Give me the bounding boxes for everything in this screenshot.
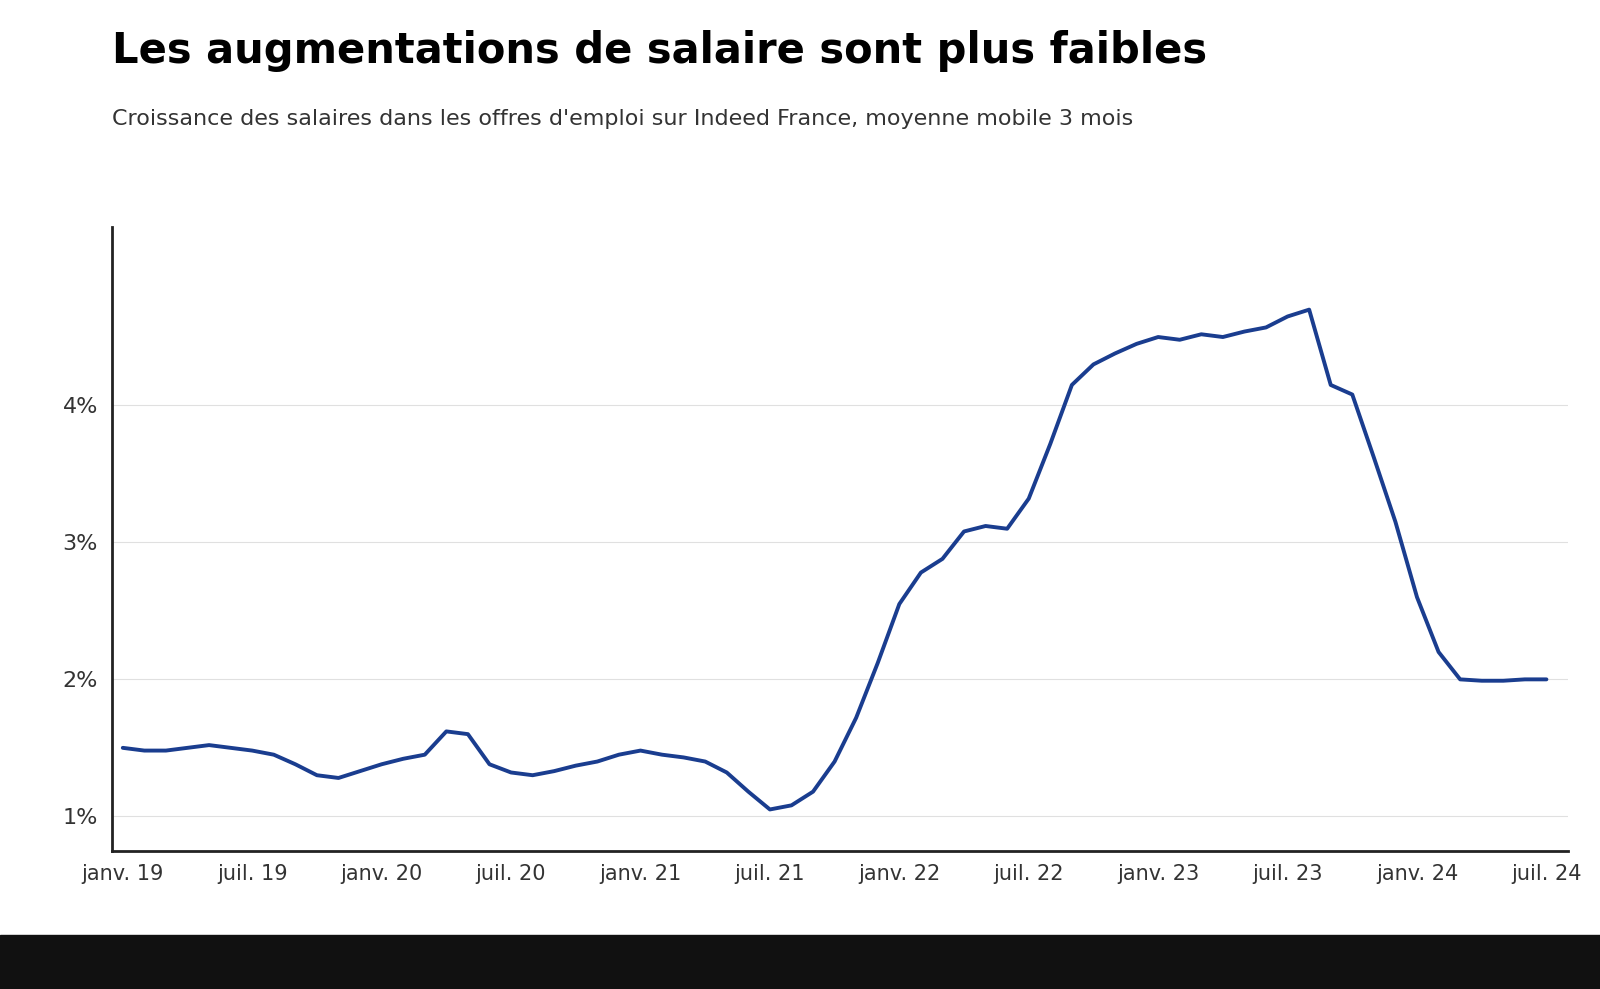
Text: Les augmentations de salaire sont plus faibles: Les augmentations de salaire sont plus f… (112, 30, 1206, 71)
Text: Source : Indeed: Source : Indeed (112, 938, 253, 955)
Text: Croissance des salaires dans les offres d'emploi sur Indeed France, moyenne mobi: Croissance des salaires dans les offres … (112, 109, 1133, 129)
Text: indeed: indeed (1352, 938, 1544, 985)
